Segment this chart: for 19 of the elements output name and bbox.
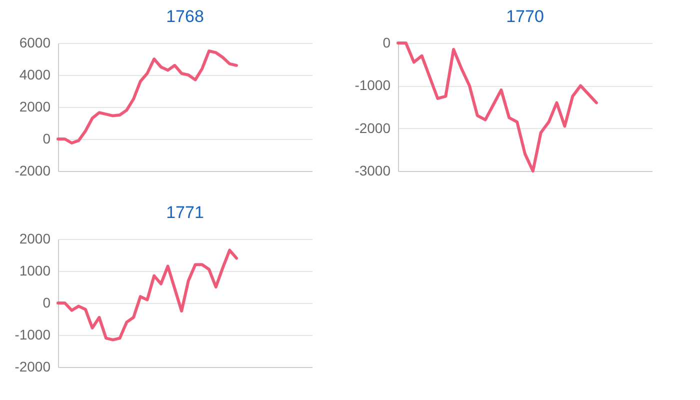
y-tick-label: 0 — [42, 130, 51, 146]
y-tick-label: -2000 — [14, 358, 51, 374]
y-tick-label: -1000 — [14, 326, 51, 342]
chart-title: 1770 — [506, 7, 544, 26]
y-tick-label: -1000 — [354, 77, 391, 94]
y-tick-label: 0 — [382, 34, 391, 50]
y-tick-label: -3000 — [354, 162, 391, 178]
line-series — [56, 248, 238, 342]
y-tick-label: -2000 — [354, 120, 391, 136]
y-tick-label: 4000 — [19, 66, 51, 82]
chart-title: 1768 — [166, 7, 204, 26]
y-tick-label: 0 — [42, 294, 51, 310]
y-tick-label: 1000 — [19, 262, 51, 278]
line-series — [56, 50, 238, 144]
y-tick-label: -2000 — [14, 162, 51, 178]
chart-title: 1771 — [166, 203, 204, 222]
y-tick-label: 2000 — [19, 98, 51, 114]
y-tick-label: 2000 — [19, 230, 51, 246]
y-tick-label: 6000 — [19, 34, 51, 50]
